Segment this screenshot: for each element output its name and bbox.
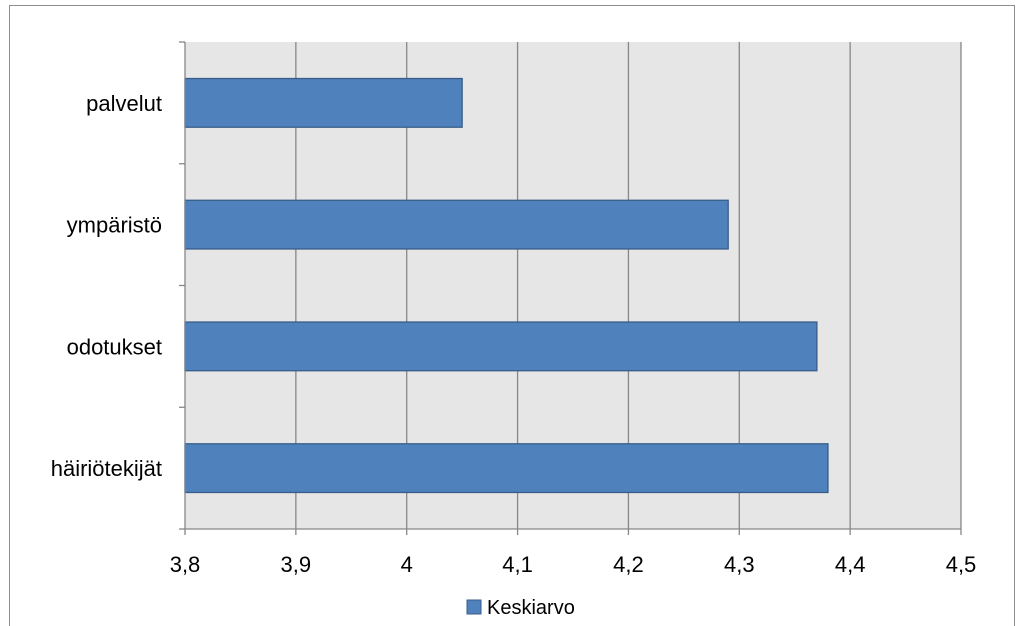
- x-tick-label: 4,3: [724, 552, 755, 577]
- category-label: palvelut: [86, 91, 162, 116]
- category-label: ympäristö: [67, 213, 162, 238]
- axes: 3,8 3,9 4 4,1 4,2 4,3 4,4 4,5 palvelut ympäristö o…: [51, 41, 977, 577]
- category-label: häiriötekijät: [51, 456, 162, 481]
- bar-palvelut: [184, 77, 463, 128]
- legend: Keskiarvo: [466, 597, 575, 619]
- legend-label: Keskiarvo: [487, 597, 575, 619]
- bars: [184, 77, 829, 494]
- x-tick-label: 4,5: [946, 552, 977, 577]
- legend-swatch: [466, 599, 482, 615]
- bar-odotukset: [184, 321, 818, 372]
- x-tick-label: 4,4: [835, 552, 866, 577]
- bar-ympäristö: [184, 199, 729, 250]
- x-tick-label: 4,1: [502, 552, 533, 577]
- x-tick-label: 4: [401, 552, 413, 577]
- x-tick-label: 4,2: [613, 552, 644, 577]
- x-tick-label: 3,9: [281, 552, 312, 577]
- bar-häiriötekijät: [184, 443, 829, 494]
- category-label: odotukset: [67, 334, 162, 359]
- x-tick-label: 3,8: [170, 552, 201, 577]
